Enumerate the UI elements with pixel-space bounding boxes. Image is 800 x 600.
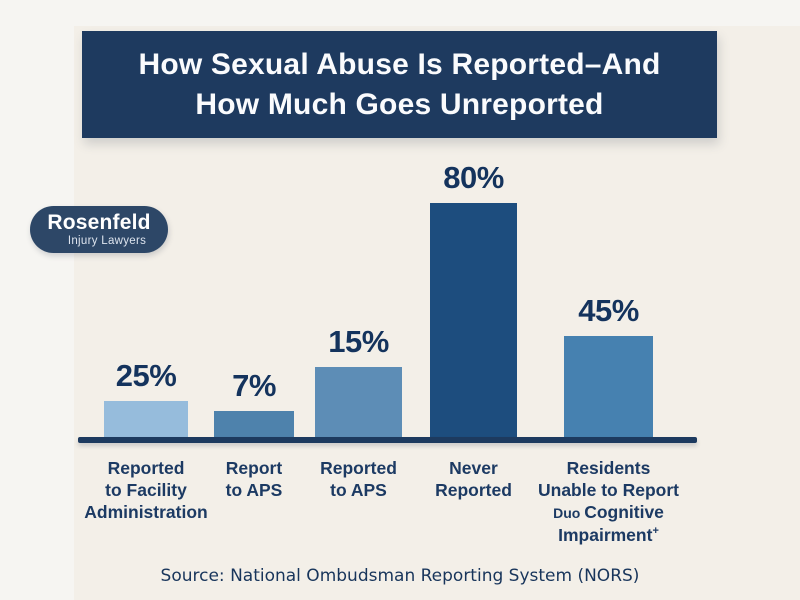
bar-value-label: 25% [115, 358, 177, 393]
bar-category-label: Reported to APS [320, 458, 397, 501]
bar-category-label: Residents Unable to Report Duo Cognitive Im… [538, 458, 679, 545]
bar-value-label: 45% [578, 293, 639, 328]
logo-subtitle: Injury Lawyers [67, 235, 147, 247]
x-axis-line [78, 437, 697, 443]
bar-value-label: 7% [232, 368, 276, 403]
bar-2 [214, 411, 294, 440]
bar-4 [430, 203, 517, 440]
source-note: Source: National Ombudsman Reporting Sys… [160, 566, 640, 586]
logo-name: Rosenfeld [47, 211, 151, 234]
bar-value-label: 15% [328, 324, 389, 359]
bar-3 [315, 367, 402, 440]
bar-category-label: Reported to Facility Administration [84, 458, 208, 523]
page-margin-top [0, 0, 800, 26]
rosenfeld-logo: Rosenfeld Injury Lawyers [30, 206, 168, 253]
bar-category-label: Report to APS [225, 458, 283, 501]
bar-1 [104, 401, 188, 440]
bar-5 [564, 336, 653, 440]
title-banner: How Sexual Abuse Is Reported–And How Muc… [82, 31, 717, 138]
page-title-line1: How Sexual Abuse Is Reported–And [138, 47, 661, 81]
bar-category-label: Never Reported [435, 458, 512, 501]
page-margin-left [0, 0, 74, 600]
bar-value-label: 80% [443, 160, 504, 195]
page-title-line2: How Much Goes Unreported [195, 87, 604, 121]
